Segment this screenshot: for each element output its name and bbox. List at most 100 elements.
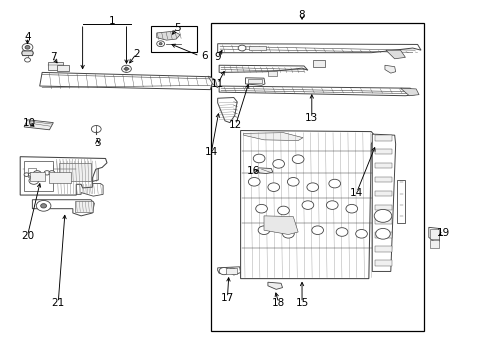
Text: 16: 16	[246, 166, 259, 176]
Text: 1: 1	[108, 16, 115, 26]
Bar	[30, 172, 44, 181]
Bar	[374, 260, 391, 266]
Polygon shape	[384, 65, 395, 73]
Text: 2: 2	[133, 49, 139, 59]
Polygon shape	[385, 50, 405, 59]
Bar	[225, 267, 236, 274]
Bar	[429, 229, 438, 239]
Circle shape	[122, 65, 131, 72]
Circle shape	[248, 177, 260, 186]
Circle shape	[44, 171, 50, 175]
Circle shape	[238, 45, 245, 51]
Polygon shape	[32, 200, 94, 216]
Text: 19: 19	[436, 228, 449, 238]
Text: 18: 18	[271, 298, 285, 308]
Bar	[374, 219, 391, 224]
Circle shape	[49, 171, 55, 175]
Bar	[49, 172, 71, 183]
Circle shape	[41, 204, 46, 208]
Circle shape	[258, 226, 269, 234]
Polygon shape	[157, 31, 180, 40]
Circle shape	[255, 204, 267, 213]
Circle shape	[267, 183, 279, 192]
Polygon shape	[243, 133, 303, 140]
Circle shape	[219, 267, 228, 275]
Circle shape	[277, 206, 289, 215]
Circle shape	[24, 58, 30, 62]
Bar	[374, 233, 391, 238]
Polygon shape	[217, 98, 237, 123]
Polygon shape	[22, 160, 103, 184]
Text: 3: 3	[94, 139, 101, 148]
Circle shape	[335, 228, 347, 236]
Bar	[374, 190, 391, 196]
Polygon shape	[207, 76, 217, 88]
Text: 12: 12	[229, 120, 242, 130]
Polygon shape	[219, 86, 414, 96]
Circle shape	[326, 201, 337, 210]
Polygon shape	[264, 216, 298, 234]
Bar	[429, 240, 438, 248]
Polygon shape	[245, 78, 264, 85]
Polygon shape	[267, 282, 282, 289]
Polygon shape	[21, 51, 33, 55]
Circle shape	[29, 177, 39, 184]
Text: 11: 11	[211, 79, 224, 89]
Bar	[374, 177, 391, 183]
Text: 7: 7	[50, 52, 57, 62]
Circle shape	[228, 268, 236, 274]
Polygon shape	[22, 184, 103, 196]
Circle shape	[375, 228, 389, 239]
Circle shape	[306, 183, 318, 192]
Bar	[24, 161, 53, 192]
Bar	[26, 165, 53, 179]
Polygon shape	[217, 267, 240, 275]
Bar	[48, 62, 62, 69]
Text: 14: 14	[204, 147, 218, 157]
Circle shape	[302, 201, 313, 210]
Bar	[396, 180, 405, 223]
Polygon shape	[20, 157, 107, 195]
Circle shape	[311, 226, 323, 234]
Bar	[59, 163, 91, 181]
Polygon shape	[258, 168, 272, 174]
Circle shape	[22, 43, 33, 51]
Bar	[75, 201, 93, 212]
Bar	[27, 168, 36, 177]
Circle shape	[272, 159, 284, 168]
Circle shape	[33, 171, 41, 176]
Circle shape	[253, 154, 264, 163]
Bar	[374, 204, 391, 210]
Circle shape	[282, 229, 294, 238]
Bar	[57, 65, 69, 71]
Text: 20: 20	[21, 231, 34, 240]
Bar	[267, 71, 276, 76]
Bar	[374, 135, 391, 140]
Circle shape	[292, 155, 304, 163]
Circle shape	[345, 204, 357, 213]
Text: 5: 5	[174, 23, 180, 33]
Circle shape	[36, 201, 51, 211]
Bar	[312, 60, 325, 67]
Circle shape	[157, 41, 164, 46]
Polygon shape	[371, 134, 395, 271]
Text: 4: 4	[24, 32, 31, 42]
Polygon shape	[240, 131, 374, 279]
Circle shape	[373, 210, 391, 222]
Circle shape	[25, 45, 30, 49]
Text: 21: 21	[52, 298, 65, 308]
Bar	[374, 246, 391, 252]
Circle shape	[328, 179, 340, 188]
Polygon shape	[219, 65, 307, 72]
Polygon shape	[400, 88, 418, 96]
Polygon shape	[217, 44, 420, 53]
Bar	[249, 46, 266, 50]
Bar	[374, 163, 391, 168]
Text: 17: 17	[221, 293, 234, 303]
Text: 10: 10	[22, 118, 36, 128]
Polygon shape	[24, 120, 53, 130]
Text: 13: 13	[305, 113, 318, 123]
Text: 8: 8	[298, 10, 305, 20]
Bar	[248, 79, 262, 83]
Circle shape	[24, 173, 29, 176]
